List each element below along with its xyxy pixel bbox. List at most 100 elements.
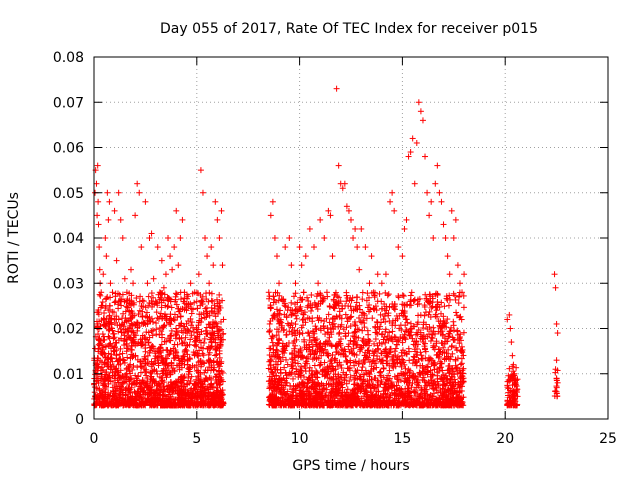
data-point [266,293,273,300]
data-point [376,369,383,376]
data-point [214,216,221,223]
data-point [165,235,172,241]
data-point [111,334,118,341]
data-point [109,289,116,296]
y-tick-label: 0.07 [53,95,84,111]
data-point [169,266,176,273]
data-point [143,309,150,316]
data-point [173,207,180,214]
data-point [292,321,299,328]
data-point [171,244,178,251]
data-point [130,280,137,287]
data-point [296,244,303,251]
data-point [187,336,194,343]
data-point [105,216,112,223]
data-point [154,314,161,321]
data-points [91,85,561,409]
data-point [153,309,160,316]
data-point [145,293,152,300]
data-point [315,280,322,287]
data-point [409,135,416,142]
data-point [433,307,440,314]
data-point [134,180,141,187]
y-tick-label: 0.08 [53,50,84,66]
data-point [343,358,350,365]
data-point [212,336,219,343]
data-point [389,189,396,196]
data-point [454,262,461,269]
data-point [94,212,101,219]
data-point [183,342,190,349]
data-point [436,189,443,196]
data-point [142,198,149,205]
data-point [144,280,151,287]
data-point [138,244,145,251]
data-point [159,331,166,338]
data-point [105,326,112,333]
data-point [352,225,359,232]
data-point [441,303,448,310]
data-point [403,216,410,223]
data-point [460,329,467,336]
data-point [305,329,312,336]
data-point [444,253,451,260]
data-point [358,225,365,232]
data-point [374,271,381,278]
data-point [157,310,164,317]
data-point [421,312,428,319]
data-point [218,207,225,214]
data-point [406,357,413,364]
data-point [395,292,402,299]
data-point [386,329,393,336]
data-point [380,364,387,371]
data-point [145,317,152,324]
data-point [108,355,115,362]
data-point [273,253,280,260]
data-point [203,304,210,311]
data-point [293,315,300,322]
data-point [158,257,165,264]
x-tick-label: 25 [599,431,617,447]
data-point [154,244,161,251]
data-point [378,280,385,287]
data-point [513,364,520,371]
y-tick-label: 0.03 [53,276,84,292]
data-point [356,266,363,273]
data-point [265,289,272,296]
data-point [95,198,102,205]
data-point [347,314,354,321]
data-point [461,271,468,278]
data-point [204,345,211,352]
data-point [97,292,104,299]
data-point [292,290,299,297]
data-point [139,313,146,320]
data-point [445,302,452,309]
data-point [191,299,198,306]
data-point [102,235,109,241]
data-point [185,374,192,381]
data-point [210,262,217,269]
data-point [197,167,204,174]
data-point [150,275,157,282]
y-tick-label: 0.04 [53,231,84,247]
data-point [345,330,352,337]
data-point [333,85,340,92]
y-tick-label: 0.02 [53,322,84,338]
data-point [177,313,184,320]
data-point [353,299,360,306]
data-point [194,305,201,312]
data-point [553,357,560,364]
data-point [373,329,380,336]
data-point [106,198,113,205]
data-point [432,180,439,187]
data-point [189,319,196,326]
data-point [369,315,376,322]
data-point [288,299,295,306]
data-point [96,244,103,251]
data-point [150,294,157,301]
data-point [449,350,456,357]
data-point [92,345,99,352]
data-point [137,369,144,376]
data-point [359,289,366,296]
